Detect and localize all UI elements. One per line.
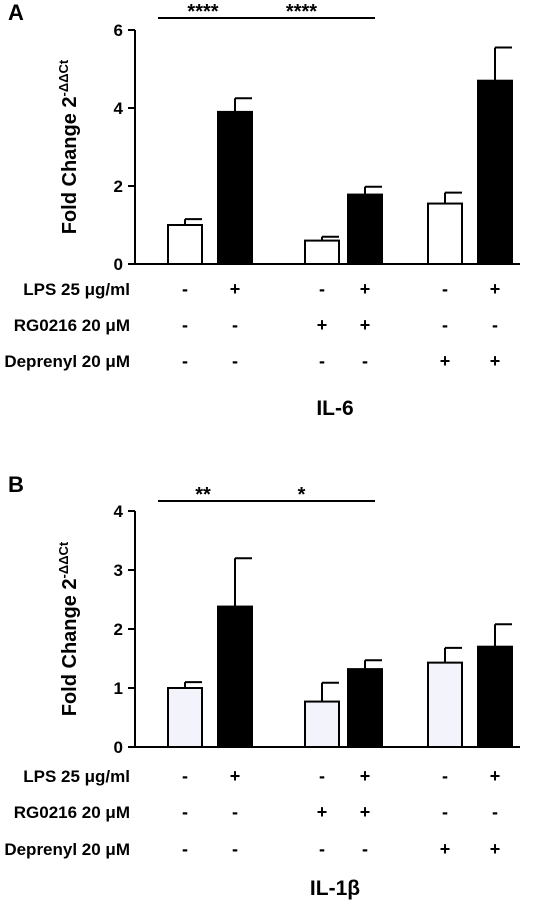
chart-title: IL-6 [316,397,353,420]
y-tick-label: 0 [114,255,123,274]
bar [347,193,383,265]
condition-sign: + [360,766,371,786]
y-tick-label: 4 [114,502,124,521]
condition-sign: - [442,279,448,299]
condition-sign: - [492,315,498,335]
condition-label: Deprenyl 20 μM [4,840,130,859]
condition-sign: + [230,766,241,786]
y-axis-label-main: Fold Change 2 [59,578,81,716]
bar [304,700,340,749]
significance-label: **** [187,1,218,23]
bar [347,668,383,748]
condition-sign: - [182,766,188,786]
condition-sign: - [232,802,238,822]
bar [217,110,253,266]
bar [167,687,203,748]
chart-panel-a: A 0 2 4 6 Fold Change 2-ΔΔCt **** **** LPS 25 μg… [4,0,520,420]
condition-sign: + [490,279,501,299]
y-tick-label: 3 [114,561,123,580]
condition-sign: - [182,802,188,822]
bar [304,239,340,266]
condition-sign: - [232,315,238,335]
significance-label: ** [195,484,211,506]
condition-sign: + [440,839,451,859]
condition-label: RG0216 20 μM [14,803,130,822]
condition-sign: + [490,839,501,859]
y-tick-label: 1 [114,679,123,698]
condition-sign: - [442,802,448,822]
condition-sign: - [492,802,498,822]
condition-sign: - [182,315,188,335]
condition-sign: - [362,839,368,859]
bar [217,605,253,749]
condition-sign: - [442,315,448,335]
condition-sign: - [232,839,238,859]
condition-sign: - [442,766,448,786]
condition-sign: - [319,766,325,786]
bar [427,661,463,749]
chart-title: IL-1β [310,877,360,900]
y-axis-label: Fold Change 2-ΔΔCt [56,59,81,234]
condition-sign: + [230,279,241,299]
significance-label: * [298,484,306,506]
condition-sign: + [317,315,328,335]
condition-sign: + [490,766,501,786]
panel-letter: A [8,0,24,25]
bar [477,79,513,265]
bar [427,202,463,266]
condition-label: Deprenyl 20 μM [4,352,130,371]
condition-sign: + [360,315,371,335]
y-tick-label: 0 [114,738,123,757]
condition-sign: - [319,351,325,371]
condition-label: RG0216 20 μM [14,316,130,335]
condition-sign: + [317,802,328,822]
y-tick-label: 4 [114,99,124,118]
condition-sign: - [182,839,188,859]
panel-letter: B [8,472,24,497]
y-axis-label: Fold Change 2-ΔΔCt [56,541,81,716]
bar [477,645,513,749]
y-tick-label: 2 [114,177,123,196]
significance-label: **** [286,1,317,23]
bar [167,224,203,265]
condition-sign: - [319,279,325,299]
condition-sign: + [360,279,371,299]
y-axis-label-superscript: -ΔΔCt [56,541,71,578]
y-tick-label: 6 [114,21,123,40]
y-axis-label-main: Fold Change 2 [59,96,81,234]
condition-sign: + [490,351,501,371]
condition-sign: - [182,351,188,371]
condition-sign: + [360,802,371,822]
condition-sign: - [362,351,368,371]
condition-label: LPS 25 μg/ml [23,767,130,786]
y-tick-label: 2 [114,620,123,639]
y-axis-label-superscript: -ΔΔCt [56,59,71,96]
condition-sign: - [319,839,325,859]
condition-sign: - [182,279,188,299]
condition-label: LPS 25 μg/ml [23,280,130,299]
condition-sign: - [232,351,238,371]
condition-sign: + [440,351,451,371]
